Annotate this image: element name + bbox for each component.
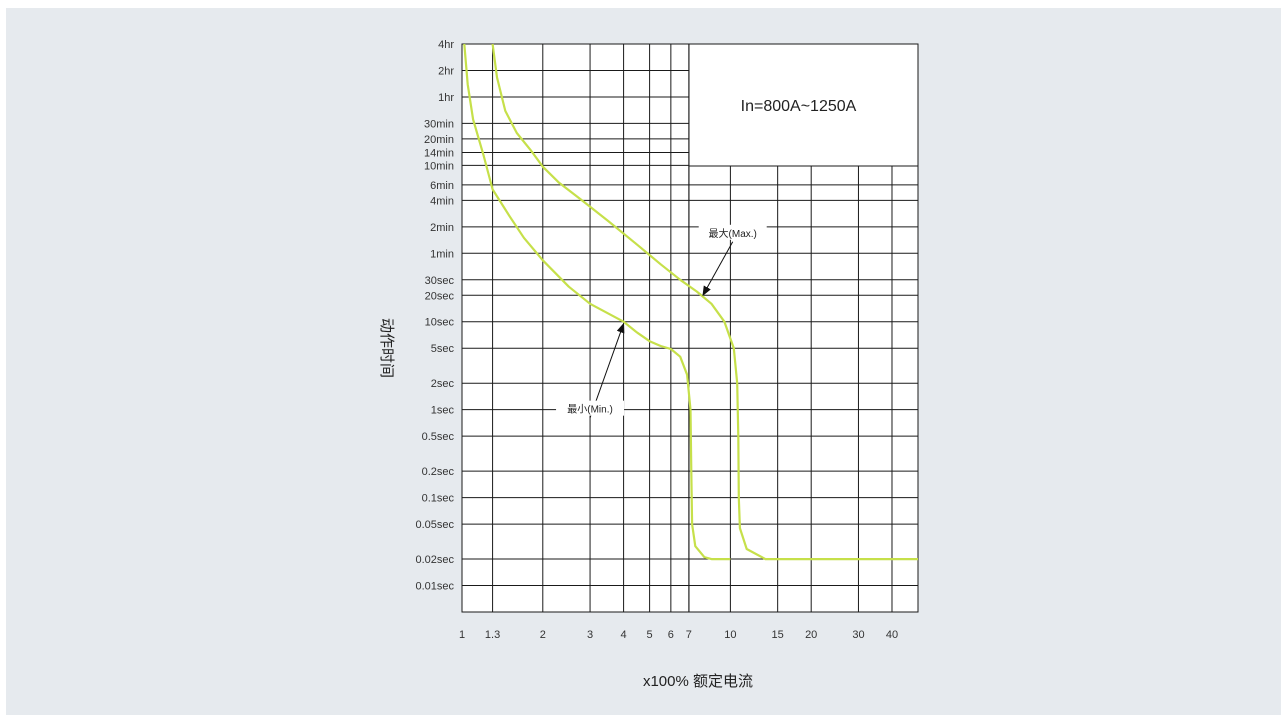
y-tick-label: 0.2sec	[422, 466, 455, 478]
y-tick-label: 4min	[430, 195, 454, 207]
max-annotation-label: 最大(Max.)	[709, 227, 757, 240]
max-trip-curve	[491, 43, 918, 561]
min-annotation-label: 最小(Min.)	[567, 404, 613, 416]
y-tick-label: 4hr	[438, 39, 454, 51]
y-tick-label: 1min	[430, 248, 454, 260]
min-trip-curve	[463, 43, 731, 561]
x-tick-label: 1	[459, 629, 465, 641]
plot-frame	[461, 43, 919, 613]
y-tick-label: 0.02sec	[415, 554, 454, 566]
plot-area	[462, 44, 918, 612]
x-tick-label: 2	[540, 629, 546, 641]
x-tick-label: 4	[621, 629, 627, 641]
y-tick-label: 0.05sec	[415, 519, 454, 531]
y-tick-label: 10sec	[425, 317, 455, 329]
x-tick-label: 30	[852, 629, 864, 641]
x-tick-label: 40	[886, 629, 898, 641]
y-tick-label: 20min	[424, 134, 454, 146]
y-tick-label: 0.1sec	[422, 493, 455, 505]
x-tick-label: 10	[724, 629, 736, 641]
y-tick-label: 6min	[430, 180, 454, 192]
chart-panel: 4hr 2hr 1hr 30min 20min 14min 10min 6min 4min 2mi…	[6, 8, 1281, 715]
y-tick-label: 2sec	[431, 378, 455, 390]
y-axis-title: 动作时间	[378, 318, 395, 378]
annotation-bg	[556, 400, 625, 416]
y-tick-label: 2hr	[438, 65, 454, 77]
x-tick-label: 7	[686, 629, 692, 641]
y-tick-label: 1hr	[438, 92, 454, 104]
y-tick-label: 1sec	[431, 405, 455, 417]
x-tick-label: 3	[587, 629, 593, 641]
x-tick-label: 15	[772, 629, 784, 641]
y-tick-label: 30min	[424, 118, 454, 130]
x-tick-label: 1.3	[485, 629, 500, 641]
y-tick-label: 14min	[424, 148, 454, 160]
y-tick-label: 0.5sec	[422, 431, 455, 443]
y-tick-label: 5sec	[431, 343, 455, 355]
x-tick-label: 6	[668, 629, 674, 641]
y-tick-label: 30sec	[425, 275, 455, 287]
y-tick-label: 10min	[424, 160, 454, 172]
y-tick-label: 2min	[430, 222, 454, 234]
annotation-bg	[698, 224, 767, 240]
y-tick-label: 20sec	[425, 290, 455, 302]
max-annotation-arrow	[702, 241, 734, 297]
x-tick-label: 20	[805, 629, 817, 641]
x-tick-label: 5	[647, 629, 653, 641]
y-tick-label: 0.01sec	[415, 581, 454, 593]
x-axis-title: x100% 额定电流	[643, 673, 753, 690]
rating-label: In=800A~1250A	[741, 98, 857, 115]
